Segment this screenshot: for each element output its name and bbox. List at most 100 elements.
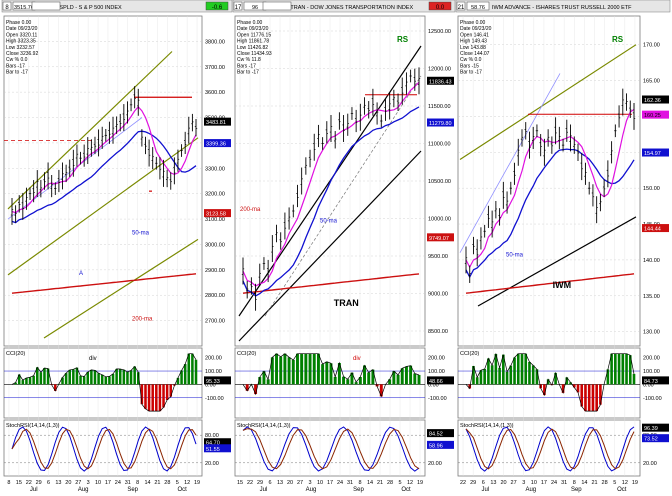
x-tick-label: 20	[287, 480, 293, 486]
cci-bar	[158, 384, 162, 412]
cci-bar	[617, 353, 621, 385]
cci-bar	[379, 384, 383, 397]
y-tick-label: 3200.00	[205, 192, 225, 198]
symbol-box	[233, 1, 243, 11]
cci-bar	[350, 372, 354, 385]
stochrsi-k-line	[11, 426, 197, 472]
cci-bar	[155, 384, 158, 412]
stochrsi-badge-text: 73.52	[644, 437, 658, 443]
chart-annotation: 50-ma	[320, 218, 338, 224]
price-badge-text: 11279.80	[429, 121, 452, 127]
cci-bar	[191, 353, 194, 385]
cci-bar	[392, 371, 396, 385]
cci-bar	[28, 377, 32, 385]
x-tick-label: 12	[407, 480, 413, 486]
x-tick-label: 3	[522, 480, 525, 486]
cci-badge	[204, 376, 231, 385]
cci-bar	[133, 366, 136, 385]
price-badge	[427, 118, 454, 127]
ma200-line	[465, 273, 635, 294]
ohlc-readout: Date 09/23/20	[6, 26, 38, 32]
x-month-label: Aug	[525, 487, 536, 493]
x-tick-label: 21	[591, 480, 597, 486]
cci-bar	[572, 384, 576, 388]
stochrsi-badge	[427, 429, 454, 438]
upper-channel-line	[7, 51, 173, 210]
y-tick-label: 8500.00	[428, 329, 448, 335]
symbol-box	[456, 1, 466, 11]
symbol-box-text: 8	[5, 5, 9, 11]
cci-line	[465, 352, 635, 412]
cci-bar	[625, 353, 628, 385]
y-tick-label: 10500.00	[428, 179, 451, 185]
x-tick-label: 31	[561, 480, 567, 486]
cci-bar	[502, 354, 505, 385]
cci-bar	[569, 382, 572, 385]
y-tick-label: 150.00	[643, 186, 660, 192]
y-tick-label: 130.00	[643, 330, 660, 336]
y-tick-label: 2800.00	[205, 293, 225, 299]
cci-bar	[505, 371, 509, 385]
cci-bar	[475, 377, 479, 385]
cci-bar	[487, 358, 490, 385]
y-tick-label: 165.00	[643, 79, 660, 85]
stochrsi-d-line	[242, 428, 420, 470]
y-tick-label: 10000.00	[428, 217, 451, 223]
cci-note: div	[89, 356, 97, 362]
y-tick-label: 11500.00	[428, 104, 451, 110]
stochrsi-panel	[3, 419, 203, 477]
cci-bar	[108, 376, 111, 385]
cci-tick-label: 100.00	[643, 369, 660, 375]
stochrsi-badge-text: 58.96	[429, 443, 443, 449]
x-month-label: Sep	[571, 487, 582, 493]
last-box-text: 96	[252, 5, 258, 11]
last-box-text: 58.76	[471, 5, 485, 11]
cci-bar	[308, 353, 312, 385]
cci-bar	[346, 379, 350, 385]
x-tick-label: 8	[136, 480, 139, 486]
stochrsi-badge	[204, 438, 231, 447]
x-tick-label: 14	[581, 480, 587, 486]
x-month-label: Sep	[127, 487, 138, 493]
x-tick-label: 21	[154, 480, 160, 486]
cci-bar	[363, 365, 366, 385]
cci-bar	[520, 353, 524, 385]
x-tick-label: 12	[184, 480, 190, 486]
x-tick-label: 27	[75, 480, 81, 486]
cci-bar	[111, 373, 115, 385]
x-tick-label: 22	[460, 480, 466, 486]
cci-bar	[509, 365, 513, 385]
y-tick-label: 170.00	[643, 43, 660, 49]
ohlc-readout: High 149.43	[460, 39, 487, 45]
cci-bar	[610, 353, 613, 385]
cci-bar	[93, 370, 97, 385]
stochrsi-k-line	[465, 426, 635, 472]
header-bar	[455, 0, 671, 13]
cci-bar	[270, 357, 274, 385]
cci-bar	[54, 384, 57, 391]
cci-bar	[472, 365, 475, 385]
x-tick-label: 29	[257, 480, 263, 486]
ohlc-readout: Open 146.41	[460, 32, 489, 38]
stochrsi-badge	[204, 444, 231, 453]
y-tick-label: 2700.00	[205, 319, 225, 325]
price-badge-text: 160.25	[644, 113, 661, 119]
change-box-text: 0.0	[436, 5, 445, 11]
cci-bar	[516, 353, 520, 385]
y-tick-label: 12500.00	[428, 29, 451, 35]
x-tick-label: 14	[144, 480, 150, 486]
chart-annotation: A	[79, 271, 83, 277]
ohlc-readout: Close 3236.92	[6, 51, 38, 57]
cci-badge	[642, 376, 669, 385]
chart-annotation: TRAN	[334, 298, 359, 308]
ohlc-readout: Bar to -17	[237, 70, 259, 76]
x-tick-label: 31	[125, 480, 131, 486]
x-month-label: Jul	[260, 487, 268, 493]
cci-bar	[137, 372, 140, 385]
x-tick-label: 19	[194, 480, 200, 486]
cci-tick-label: 200.00	[428, 356, 445, 362]
cci-bar	[100, 374, 104, 385]
stochrsi-tick-label: 20.00	[643, 461, 657, 467]
x-tick-label: 24	[115, 480, 121, 486]
change-box	[428, 1, 452, 11]
